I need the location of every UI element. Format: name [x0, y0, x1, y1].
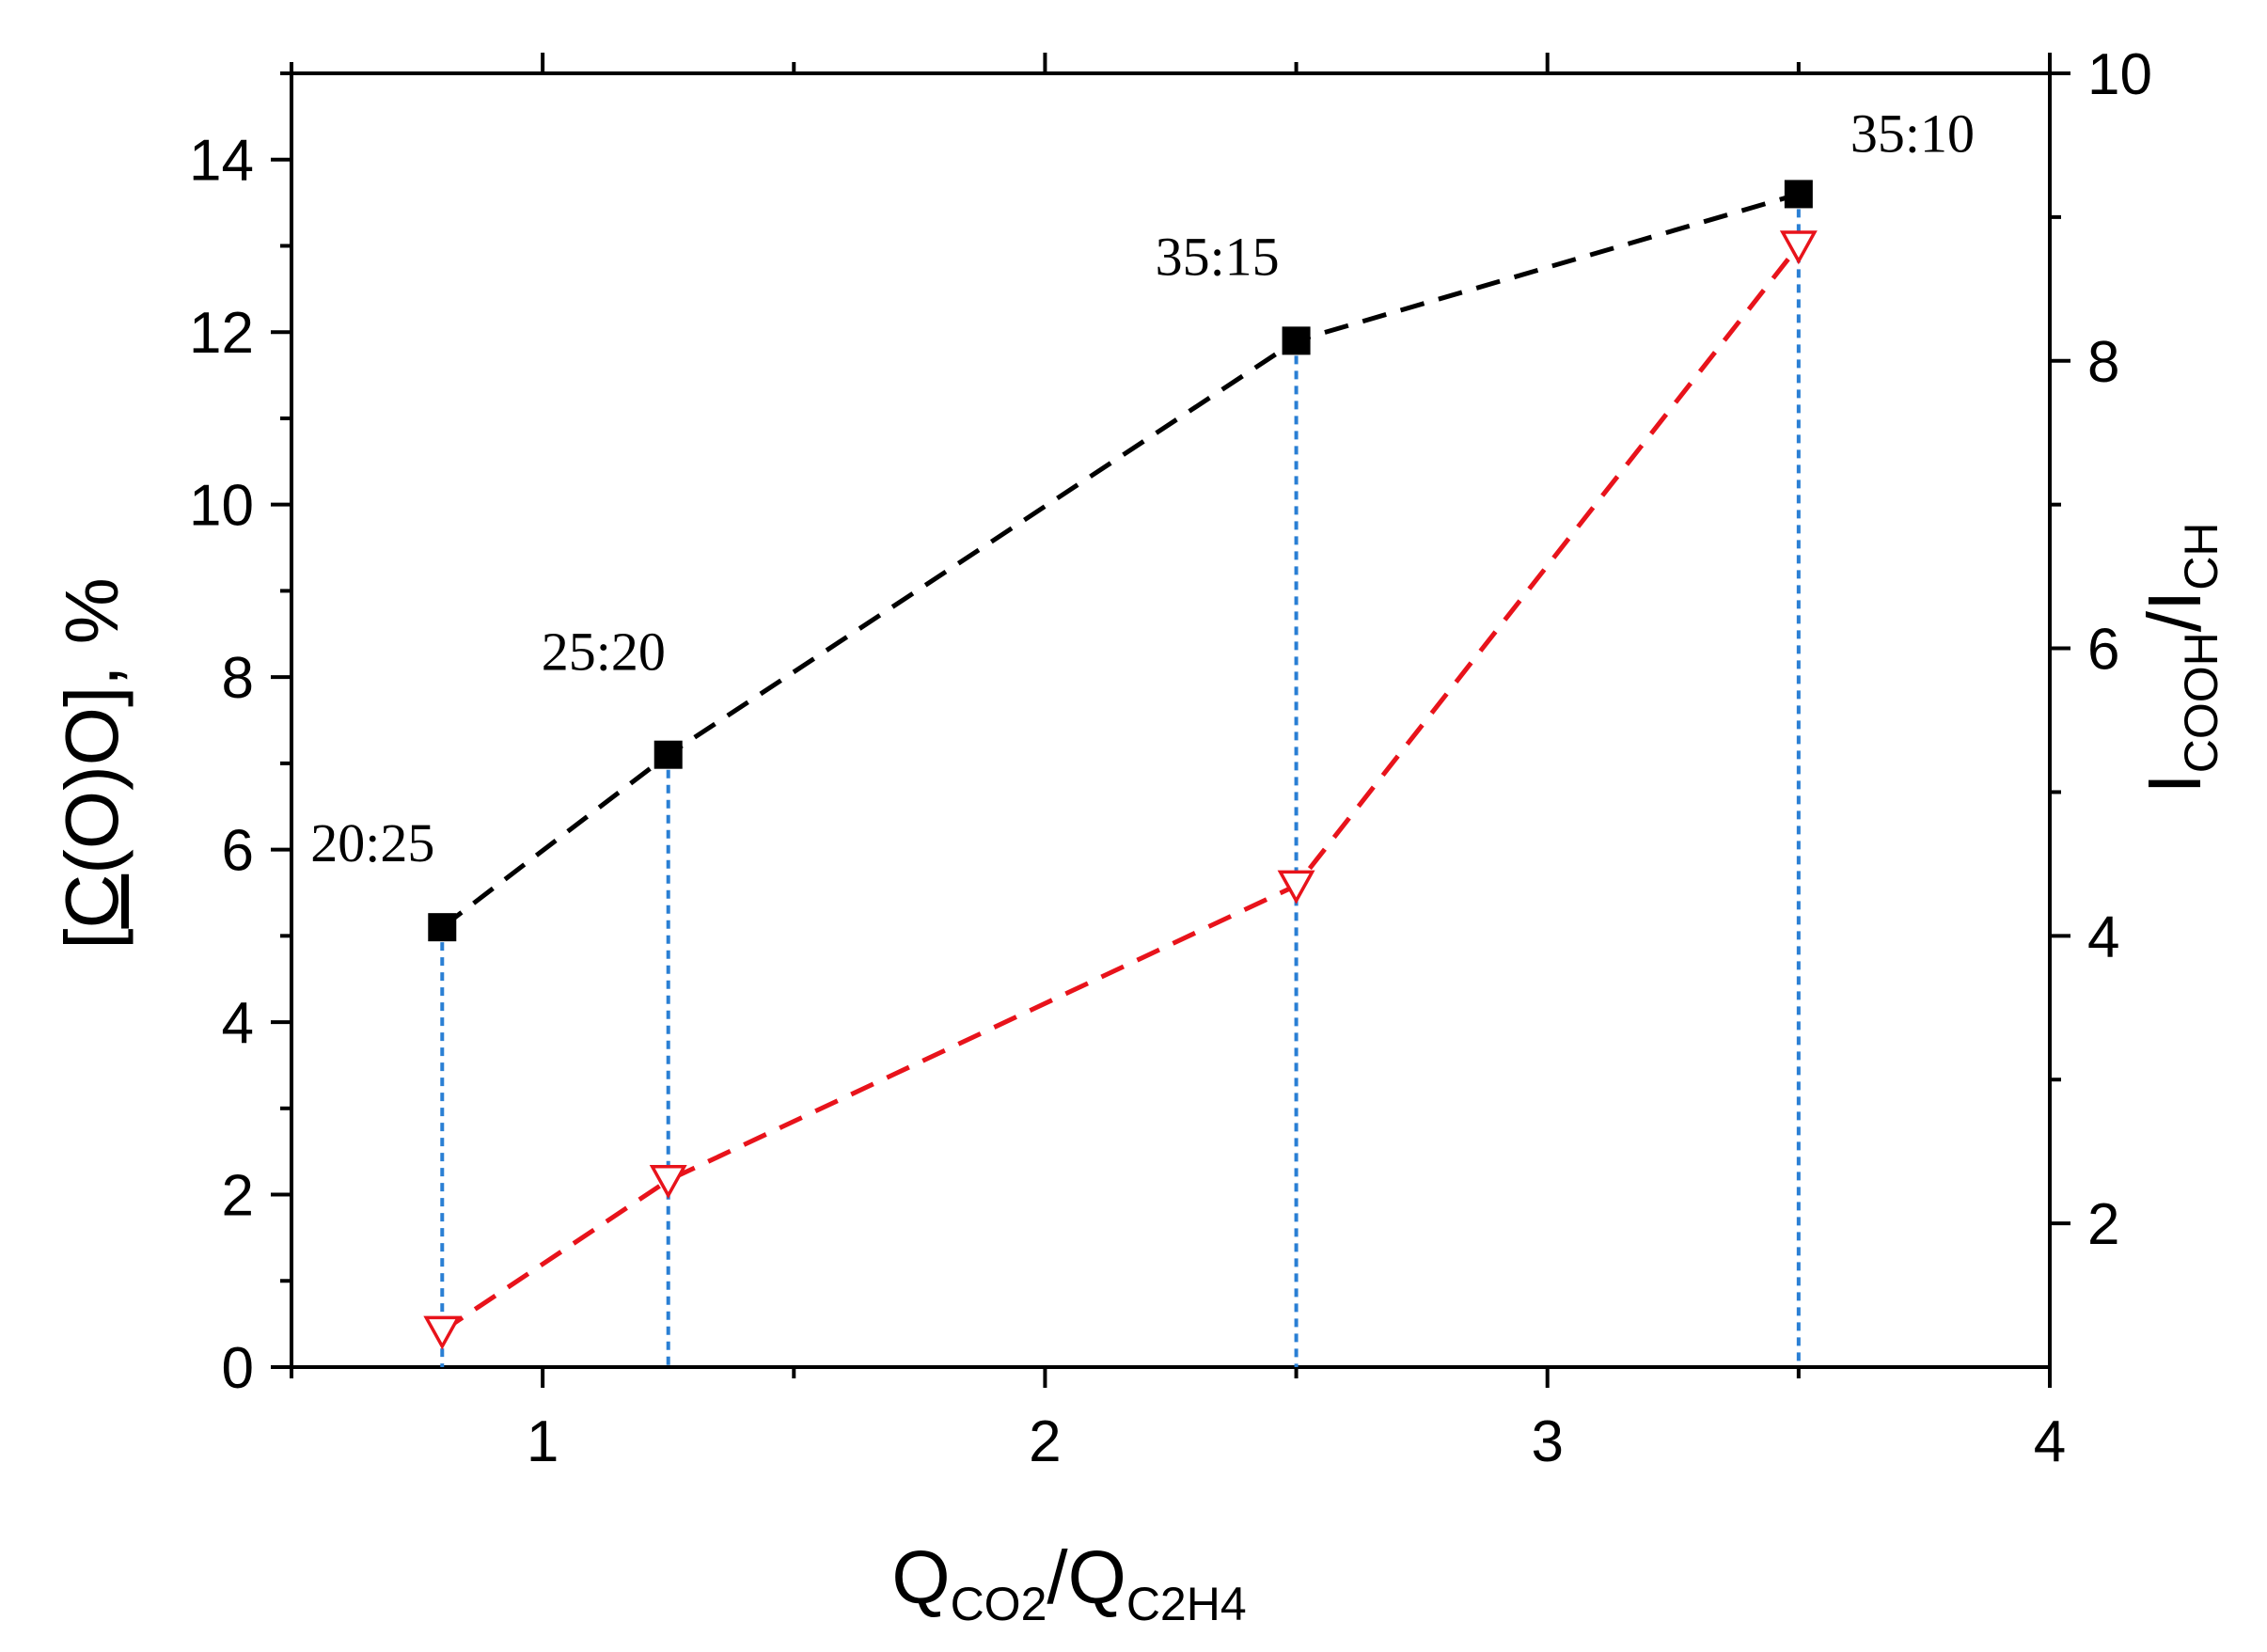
y-left-tick-label: 12 [189, 301, 254, 366]
x-tick-label: 3 [1531, 1409, 1563, 1474]
y-left-tick-label: 10 [189, 474, 254, 539]
point-annotation: 25:20 [542, 621, 666, 683]
x-tick-label: 1 [527, 1409, 559, 1474]
y-left-tick-label: 6 [222, 819, 254, 884]
data-point-triangle [423, 1315, 462, 1350]
data-point-triangle [649, 1165, 687, 1199]
point-annotation: 35:15 [1156, 226, 1280, 287]
y-left-tick-label: 8 [222, 646, 254, 711]
series-line-black [440, 192, 1800, 930]
plot-frame [290, 71, 2052, 1369]
y-left-tick-label: 0 [222, 1336, 254, 1401]
y-right-tick-label: 8 [2087, 330, 2119, 395]
data-point-triangle [1277, 870, 1315, 905]
x-tick-label: 2 [1029, 1409, 1061, 1474]
y-left-tick-label: 14 [189, 129, 254, 194]
y-right-tick-label: 2 [2087, 1192, 2119, 1257]
data-point-square [1784, 180, 1813, 209]
series-markers [423, 180, 1818, 1350]
point-annotations: 20:25 25:20 35:15 35:10 [310, 102, 1975, 873]
y-right-tick-label: 6 [2087, 618, 2119, 683]
x-tick-label: 4 [2034, 1409, 2066, 1474]
drop-lines [440, 194, 1801, 1367]
y-left-tick-label: 2 [222, 1164, 254, 1229]
data-point-triangle [1779, 230, 1818, 265]
y-left-tick-label: 4 [222, 991, 254, 1056]
y-right-tick-label: 4 [2087, 905, 2119, 969]
y-axis-left-title: [C(O)O], % [50, 577, 134, 950]
x-axis-title: QCO2/QC2H4 [891, 1535, 1246, 1630]
series-lines [440, 192, 1801, 1333]
series-line-red [440, 244, 1801, 1333]
point-annotation: 35:10 [1850, 102, 1975, 164]
data-point-square [653, 740, 683, 769]
point-annotation: 20:25 [310, 812, 434, 873]
data-point-square [428, 913, 457, 942]
y-axis-right-title: ICOOH/ICH [2133, 523, 2228, 795]
y-right-tick-label: 10 [2087, 42, 2152, 107]
data-point-square [1282, 326, 1311, 355]
